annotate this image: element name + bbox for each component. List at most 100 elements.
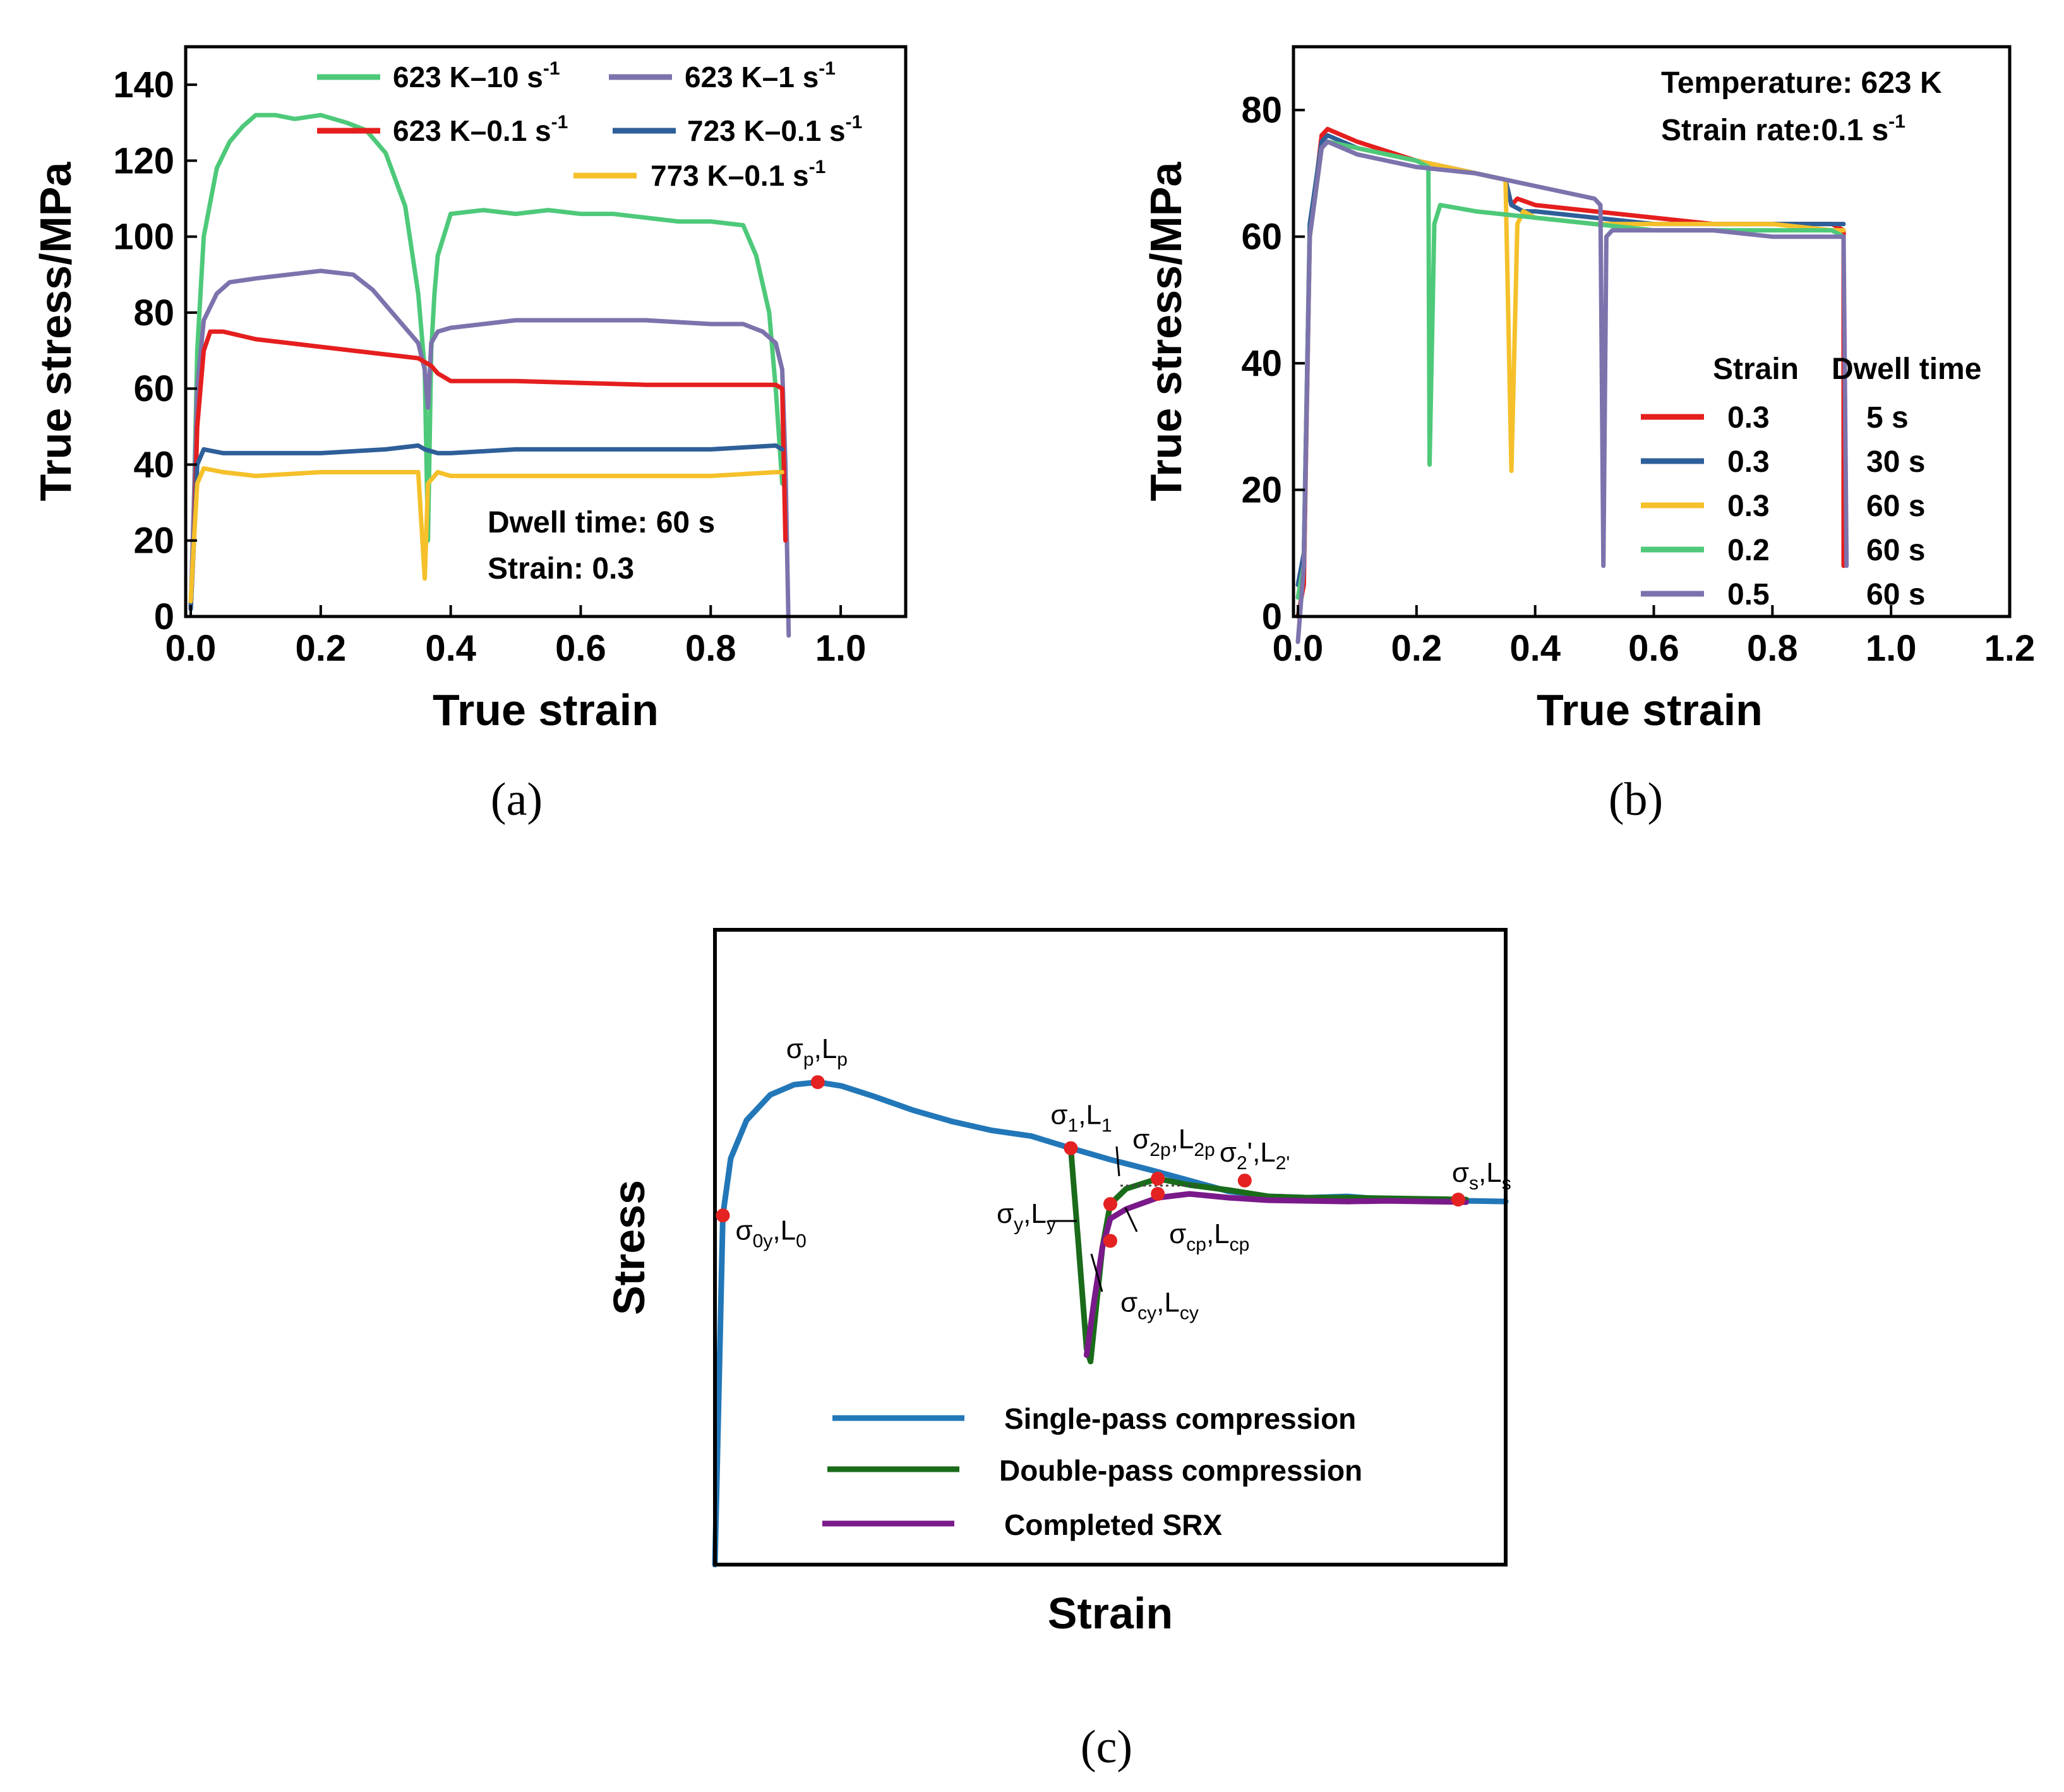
legend-strain-b-4: 0.5 [1727, 578, 1770, 611]
legend-dwell-b-1: 30 s [1866, 445, 1925, 479]
legend-dwell-b-3: 60 s [1866, 534, 1925, 567]
arrow-sigma-cp [1124, 1207, 1138, 1232]
x-tick-label: 0.6 [1628, 628, 1679, 669]
point-label-2: σ2p,L2p [1132, 1124, 1215, 1160]
marked-point-4 [1451, 1193, 1465, 1207]
y-tick-label: 60 [133, 368, 174, 409]
legend-strain-b-3: 0.2 [1727, 534, 1770, 567]
arrow-sigma-2p [1115, 1146, 1120, 1177]
panel-b: 0.0 0.2 0.4 0.6 0.8 1.0 1.2 0 20 40 60 80 True str… [1141, 45, 2036, 826]
y-tick-label: 20 [133, 520, 174, 562]
panel-c-legend: Single-pass compression Double-pass comp… [822, 1402, 1362, 1541]
legend-header-strain: Strain [1713, 352, 1799, 386]
panel-b-y-label: True stress/MPa [1141, 161, 1191, 501]
y-tick-label: 0 [154, 596, 174, 637]
x-tick-label: 0.6 [555, 628, 606, 669]
legend-label-723K-0.1: 723 K–0.1 s-1 [687, 112, 862, 147]
panel-b-annotation-temperature: Temperature: 623 K [1661, 66, 1942, 100]
legend-label-single-pass: Single-pass compression [1004, 1402, 1356, 1435]
legend-header-dwell: Dwell time [1832, 352, 1981, 386]
legend-dwell-b-0: 5 s [1866, 401, 1909, 435]
x-tick-label: 1.0 [1866, 628, 1917, 669]
panel-c-x-label: Strain [1048, 1589, 1173, 1638]
legend-dwell-b-4: 60 s [1866, 578, 1925, 611]
x-tick-label: 0.8 [1747, 628, 1798, 669]
panel-c-axes-frame [713, 928, 1508, 1566]
y-tick-label: 0 [1262, 596, 1282, 637]
marked-point-1 [1064, 1141, 1078, 1155]
panel-b-series [1295, 126, 1849, 644]
y-tick-label: 100 [113, 217, 174, 258]
legend-strain-b-0: 0.3 [1727, 401, 1770, 435]
panel-b-legend: Strain Dwell time 0.3 5 s 0.3 30 s 0.3 60 s 0.… [1641, 352, 1981, 611]
point-label-7: σcp,Lcp [1169, 1218, 1249, 1255]
x-tick-label: 1.2 [1984, 628, 2036, 669]
arrow-sigma-cy [1090, 1253, 1103, 1292]
x-tick-label: 0.2 [1391, 628, 1443, 669]
y-tick-label: 40 [1241, 343, 1282, 384]
marked-point-2 [1151, 1171, 1165, 1186]
panel-a-x-ticks: 0.0 0.2 0.4 0.6 0.8 1.0 [165, 605, 867, 669]
y-tick-label: 80 [1241, 90, 1282, 131]
panel-b-x-label: True strain [1537, 685, 1763, 735]
panel-b-annotation-strain-rate: Strain rate:0.1 s-1 [1661, 111, 1905, 147]
marked-point-6 [1103, 1197, 1117, 1212]
panel-c-caption: (c) [1081, 1721, 1132, 1773]
panel-a-annotation-dwell: Dwell time: 60 s [488, 506, 715, 539]
x-tick-label: 0.2 [295, 628, 346, 669]
series-line-a-2 [188, 329, 788, 611]
y-tick-label: 20 [1241, 470, 1282, 511]
panel-b-y-ticks: 0 20 40 60 80 [1241, 90, 1305, 637]
marked-point-0 [810, 1075, 825, 1090]
marked-point-8 [1103, 1234, 1117, 1248]
y-tick-label: 120 [113, 140, 174, 181]
point-label-1: σ1,L1 [1050, 1100, 1112, 1136]
series-line-a-4 [188, 466, 784, 604]
panel-a-y-label: True stress/MPa [31, 161, 80, 501]
panel-a-series [188, 112, 791, 638]
point-label-0: σp,Lp [786, 1033, 848, 1070]
panel-a: 0.0 0.2 0.4 0.6 0.8 1.0 0 20 40 60 80 100 120 140 Tr… [31, 45, 908, 826]
x-tick-label: 0.0 [1273, 628, 1324, 669]
panel-b-caption: (b) [1609, 774, 1663, 826]
legend-label-773K-0.1: 773 K–0.1 s-1 [651, 157, 825, 192]
series-line-a-3 [188, 443, 784, 611]
y-tick-label: 140 [113, 64, 174, 105]
x-tick-label: 0.0 [165, 628, 217, 669]
y-tick-label: 40 [133, 444, 174, 485]
legend-label-623K-1: 623 K–1 s-1 [685, 58, 836, 93]
panel-a-y-ticks: 0 20 40 60 80 100 120 140 [113, 64, 197, 637]
marked-point-3 [1237, 1173, 1252, 1188]
x-tick-label: 0.4 [1509, 628, 1561, 669]
legend-dwell-b-2: 60 s [1866, 490, 1925, 523]
panel-c: σp,Lp σ1,L1 σ2p,L2p σ2',L2' σs,Ls σ0y,L0 σy,Ly… [604, 928, 1511, 1773]
point-label-3: σ2',L2' [1220, 1137, 1290, 1174]
x-tick-label: 1.0 [815, 628, 867, 669]
legend-label-double-pass: Double-pass compression [999, 1454, 1362, 1487]
y-tick-label: 60 [1241, 217, 1282, 258]
legend-label-623K-10: 623 K–10 s-1 [393, 58, 560, 93]
panel-b-axes-frame [1292, 45, 2012, 618]
point-label-6: σy,Ly [997, 1198, 1056, 1235]
legend-label-completed-srx: Completed SRX [1004, 1508, 1222, 1541]
legend-label-623K-0.1: 623 K–0.1 s-1 [393, 112, 568, 147]
panel-c-marked-points: σp,Lp σ1,L1 σ2p,L2p σ2',L2' σs,Ls σ0y,L0 σy,Ly… [716, 1033, 1511, 1323]
point-label-5: σ0y,L0 [736, 1215, 807, 1251]
series-line-a-1 [188, 268, 791, 638]
panel-c-pointer-arrows [1048, 1146, 1138, 1292]
point-label-8: σcy,Lcy [1120, 1287, 1199, 1323]
marked-point-5 [716, 1208, 730, 1223]
x-tick-label: 0.4 [425, 628, 476, 669]
panel-a-axes-frame [184, 45, 908, 618]
y-tick-label: 80 [133, 292, 174, 334]
panel-c-y-label: Stress [604, 1180, 654, 1315]
panel-a-legend: 623 K–10 s-1 623 K–1 s-1 623 K–0.1 s-1 7… [317, 58, 862, 192]
panel-a-caption: (a) [491, 774, 543, 826]
legend-strain-b-2: 0.3 [1727, 490, 1770, 523]
panel-a-annotation-strain: Strain: 0.3 [488, 552, 634, 586]
series-line-b-4 [1295, 139, 1849, 644]
marked-point-7 [1151, 1187, 1165, 1201]
x-tick-label: 0.8 [685, 628, 736, 669]
legend-strain-b-1: 0.3 [1727, 445, 1770, 479]
